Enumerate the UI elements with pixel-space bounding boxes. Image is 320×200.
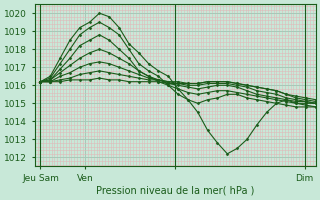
X-axis label: Pression niveau de la mer( hPa ): Pression niveau de la mer( hPa ) <box>96 186 254 196</box>
